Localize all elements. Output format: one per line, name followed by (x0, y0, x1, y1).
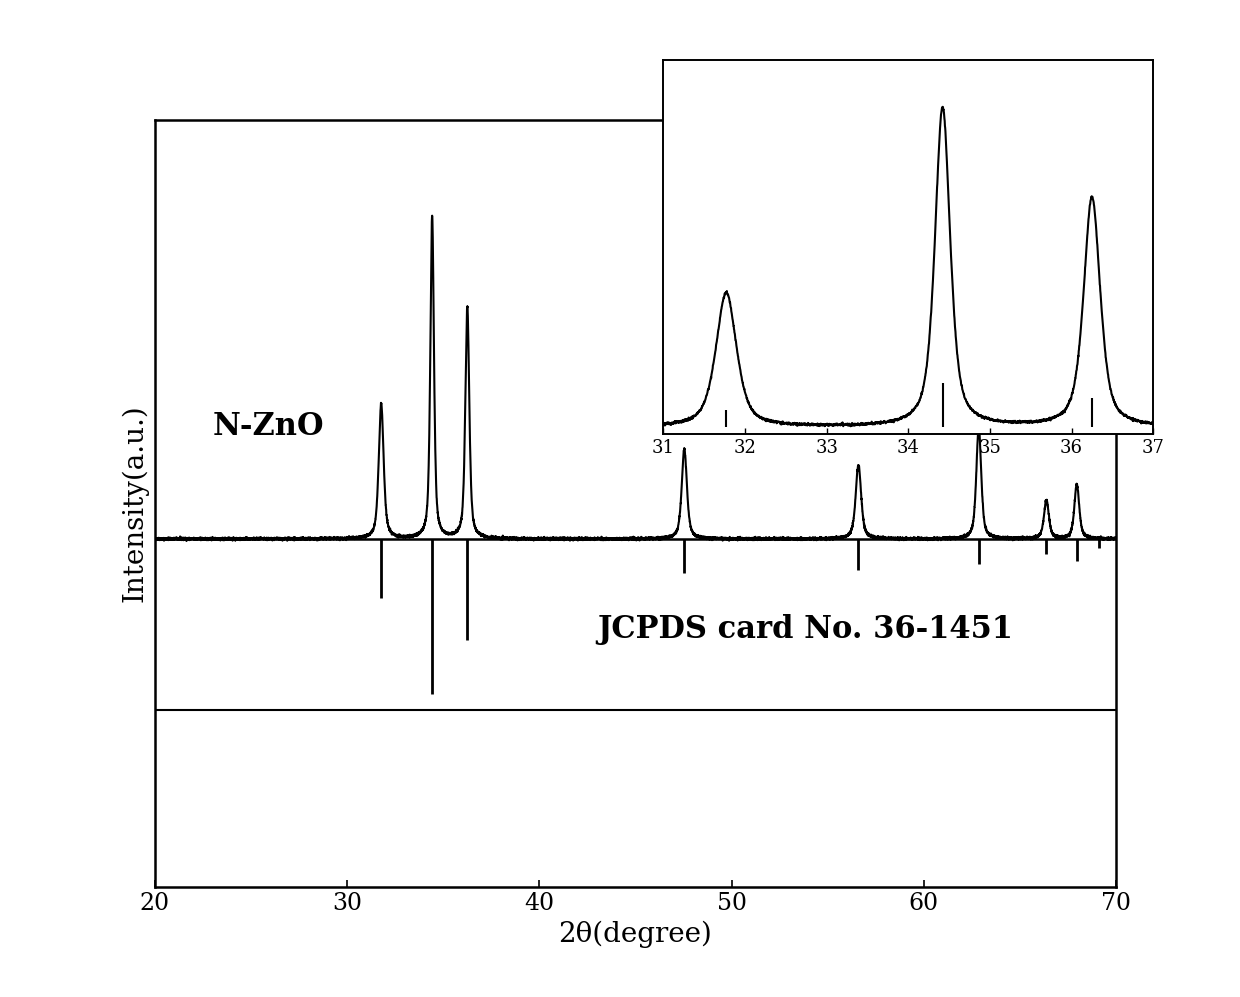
X-axis label: 2θ(degree): 2θ(degree) (558, 921, 713, 948)
Text: JCPDS card No. 36-1451: JCPDS card No. 36-1451 (596, 614, 1013, 645)
Y-axis label: Intensity(a.u.): Intensity(a.u.) (120, 405, 148, 602)
Text: N-ZnO: N-ZnO (212, 411, 324, 442)
